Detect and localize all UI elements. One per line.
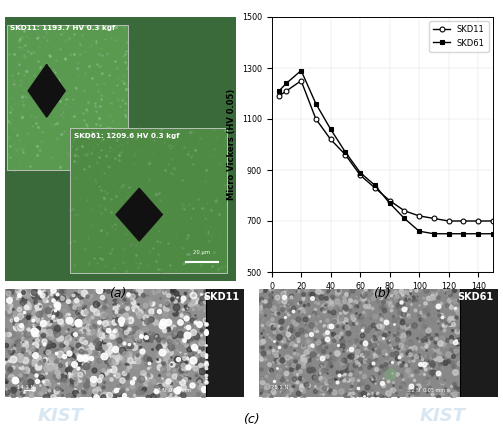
SKD11 (283, 88, 289, 94)
SKD61 (475, 231, 481, 236)
SKD11 (490, 218, 496, 224)
SKD11 (298, 78, 304, 83)
Text: KIST: KIST (37, 407, 83, 425)
SKD61 (283, 81, 289, 86)
SKD61 (490, 231, 496, 236)
X-axis label: Depth from Surface (μm): Depth from Surface (μm) (318, 296, 446, 305)
Text: (b): (b) (373, 287, 391, 300)
SKD61 (387, 201, 393, 206)
SKD11 (387, 198, 393, 203)
SKD11 (276, 94, 282, 99)
Text: 3.2 N  0.05 mm: 3.2 N 0.05 mm (407, 388, 445, 393)
SKD61 (401, 216, 407, 221)
SKD61 (357, 170, 363, 175)
Text: 14.1 N: 14.1 N (17, 385, 34, 390)
Text: (c): (c) (243, 413, 260, 425)
SKD61 (298, 68, 304, 73)
Text: SKD11: 1193.7 HV 0.3 kgf: SKD11: 1193.7 HV 0.3 kgf (10, 25, 115, 31)
Text: SKD11: SKD11 (203, 292, 239, 302)
SKD61 (431, 231, 437, 236)
Bar (206, 289, 244, 397)
Text: 20 μm: 20 μm (193, 250, 210, 255)
SKD11 (416, 213, 422, 218)
SKD61 (313, 101, 319, 106)
Text: 25.1 N: 25.1 N (271, 385, 288, 390)
SKD61 (327, 127, 333, 132)
SKD61 (416, 229, 422, 234)
SKD11 (431, 216, 437, 221)
Text: (a): (a) (110, 287, 127, 300)
FancyBboxPatch shape (70, 128, 227, 272)
SKD61 (276, 88, 282, 94)
Text: KIST: KIST (420, 407, 466, 425)
SKD11 (313, 116, 319, 122)
FancyBboxPatch shape (8, 25, 128, 170)
Text: SKD61: 1209.6 HV 0.3 kgf: SKD61: 1209.6 HV 0.3 kgf (74, 133, 180, 139)
SKD11 (357, 173, 363, 178)
SKD11 (343, 152, 349, 157)
Y-axis label: Micro Vickers (HV 0.05): Micro Vickers (HV 0.05) (227, 89, 236, 200)
SKD11 (460, 218, 466, 224)
SKD61 (446, 231, 452, 236)
Polygon shape (28, 65, 65, 117)
SKD11 (475, 218, 481, 224)
Bar (460, 289, 498, 397)
SKD61 (343, 150, 349, 155)
Polygon shape (116, 188, 162, 241)
Text: 3.2 N  0.05 mm: 3.2 N 0.05 mm (153, 388, 191, 393)
SKD61 (372, 183, 378, 188)
SKD11 (327, 137, 333, 142)
SKD61 (460, 231, 466, 236)
SKD11 (372, 185, 378, 190)
Line: SKD61: SKD61 (277, 68, 495, 236)
Legend: SKD11, SKD61: SKD11, SKD61 (429, 21, 489, 52)
Text: SKD61: SKD61 (457, 292, 493, 302)
SKD11 (401, 208, 407, 213)
Line: SKD11: SKD11 (277, 78, 495, 224)
SKD11 (446, 218, 452, 224)
